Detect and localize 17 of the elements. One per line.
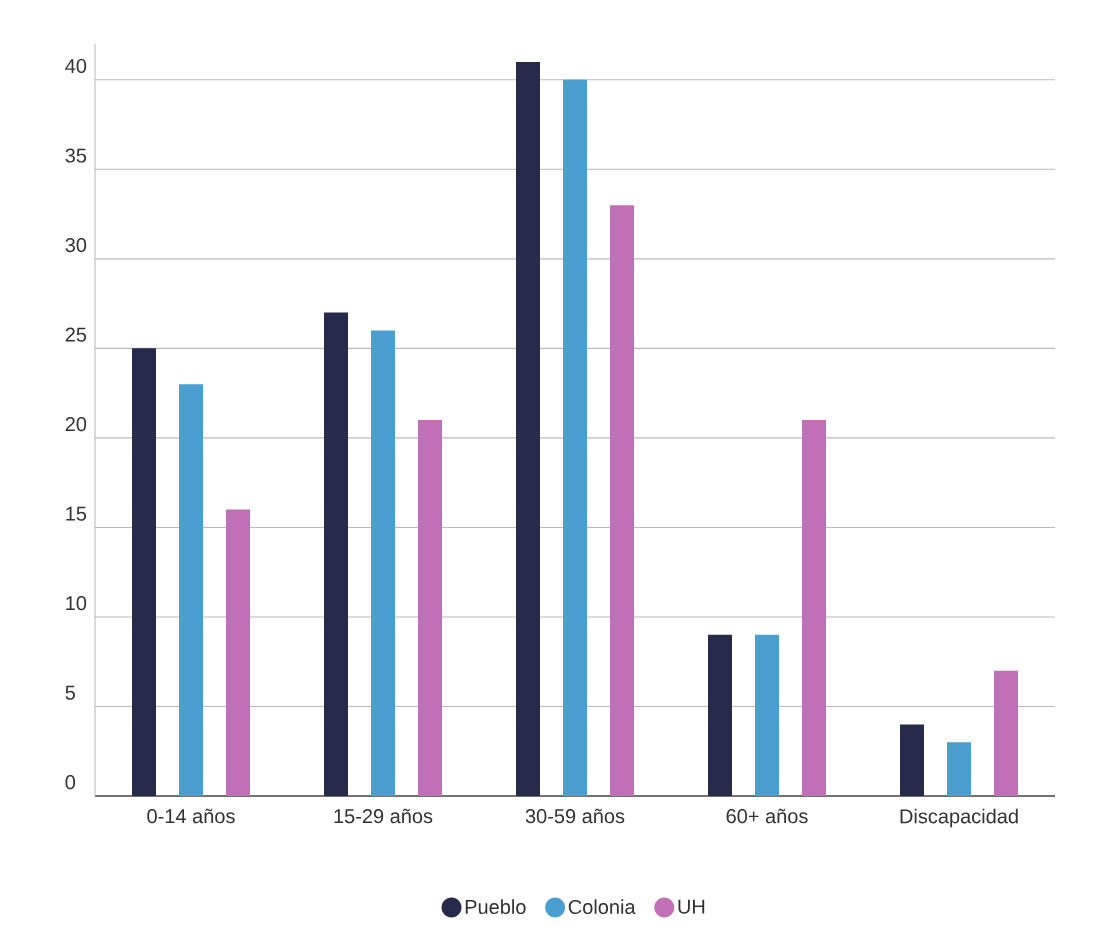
y-tick-label: 30 xyxy=(65,237,87,253)
x-tick-label: 60+ años xyxy=(726,808,808,824)
x-tick-label: Discapacidad xyxy=(900,808,1018,828)
y-tick-label: 10 xyxy=(66,596,87,611)
legend-label: Pueblo xyxy=(465,899,526,915)
x-tick-label: 30-59 años xyxy=(525,808,625,824)
y-tick-label: 40 xyxy=(65,58,87,74)
x-tick-label: 0-14 años xyxy=(147,808,235,824)
x-tick-label: 15-29 años xyxy=(334,808,433,824)
y-tick-label: 15 xyxy=(66,506,87,521)
y-tick-label: 0 xyxy=(65,775,76,790)
y-tick-label: 20 xyxy=(65,417,87,432)
legend-label: UH xyxy=(678,899,705,914)
y-tick-label: 5 xyxy=(65,685,75,700)
legend-label: Colonia xyxy=(568,899,636,915)
y-tick-label: 35 xyxy=(65,148,87,163)
y-tick-label: 25 xyxy=(65,327,87,342)
